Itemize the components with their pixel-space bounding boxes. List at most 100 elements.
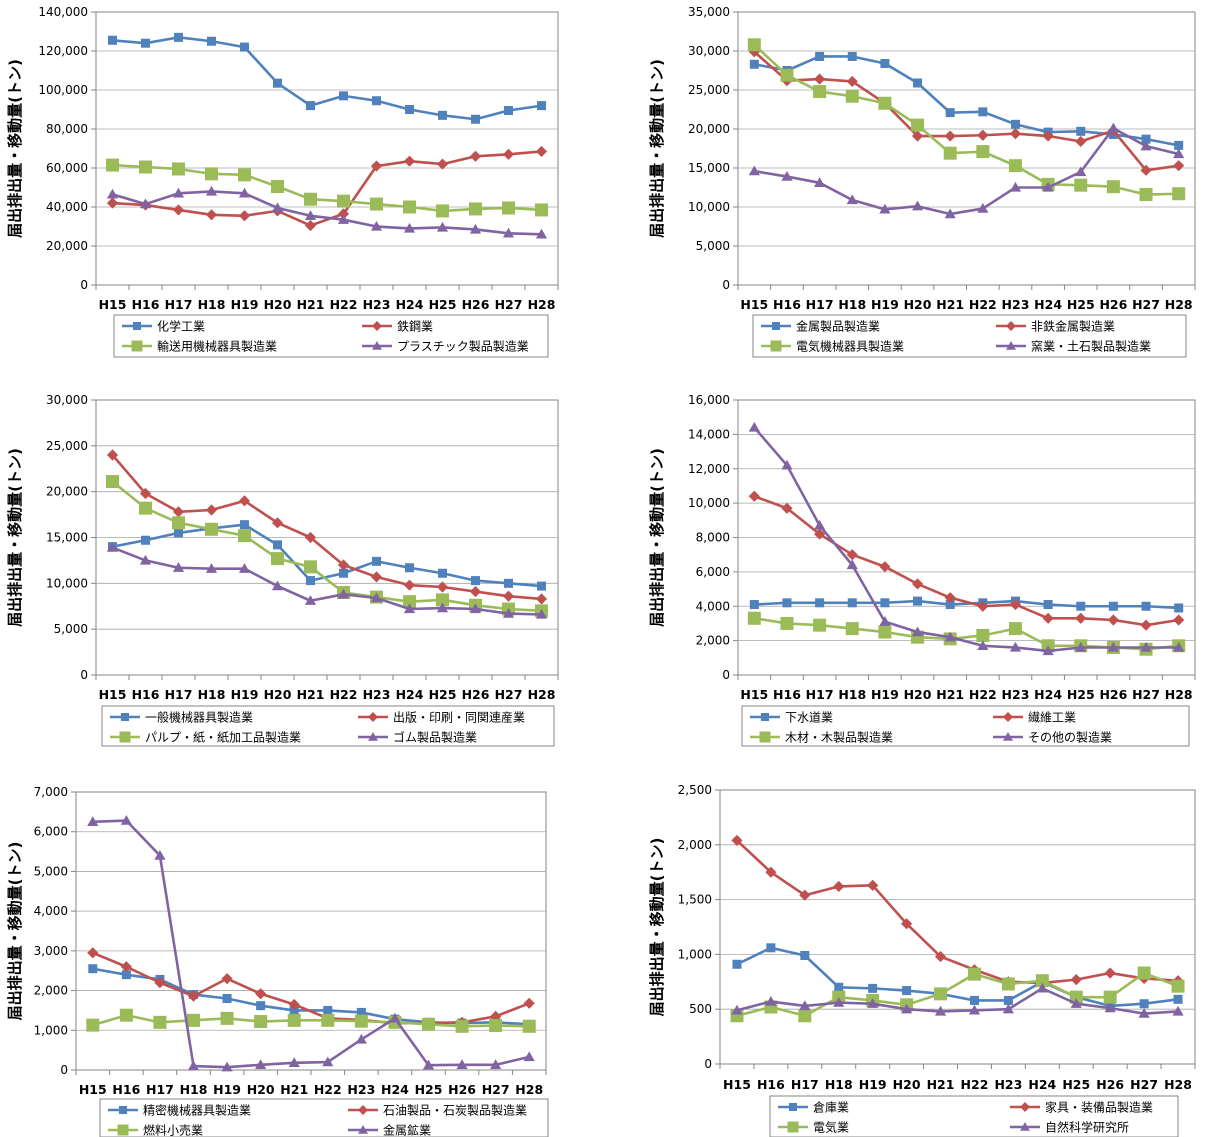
data-point bbox=[469, 223, 482, 234]
data-point bbox=[901, 918, 913, 930]
data-point bbox=[879, 203, 891, 214]
data-point bbox=[977, 600, 989, 612]
data-point bbox=[1074, 178, 1088, 192]
x-tick-label: H28 bbox=[1165, 687, 1193, 702]
series-line bbox=[736, 839, 1179, 985]
data-point bbox=[436, 204, 449, 218]
data-point bbox=[845, 622, 859, 636]
legend-label: 金属鉱業 bbox=[383, 1123, 431, 1137]
data-point bbox=[1010, 119, 1020, 129]
data-point bbox=[731, 834, 743, 846]
data-point bbox=[88, 964, 98, 974]
chart-1: 0 20,000 40,000 60,000 80,000 100,000 120,000 1… bbox=[6, 5, 559, 358]
data-point bbox=[490, 1059, 502, 1070]
data-point bbox=[153, 1015, 167, 1029]
data-point bbox=[944, 592, 956, 604]
legend-marker bbox=[358, 1105, 368, 1115]
data-point bbox=[1042, 645, 1054, 656]
x-tick-label: H19 bbox=[213, 1082, 241, 1097]
data-point bbox=[436, 158, 449, 170]
data-point bbox=[438, 110, 447, 120]
data-point bbox=[1173, 148, 1185, 159]
data-point bbox=[765, 995, 777, 1006]
data-point bbox=[1173, 641, 1185, 652]
y-tick-label: 1,000 bbox=[678, 947, 712, 961]
data-point bbox=[833, 997, 845, 1007]
legend-item: 窯業・土石製品製造業 bbox=[996, 339, 1151, 354]
data-point bbox=[254, 1015, 268, 1029]
series-1 bbox=[108, 32, 546, 124]
data-point bbox=[120, 961, 132, 973]
legend-item: 下水道業 bbox=[750, 711, 833, 725]
data-point bbox=[174, 32, 183, 42]
plot-area bbox=[75, 791, 547, 1071]
data-point bbox=[1174, 603, 1184, 613]
chart-6: 0 500 1,000 1,500 2,000 2,500 H15 H16 H17 H18 H19 H… bbox=[648, 783, 1196, 1137]
data-point bbox=[139, 554, 152, 565]
legend-marker bbox=[358, 1125, 368, 1134]
data-point bbox=[732, 959, 742, 969]
data-point bbox=[535, 228, 548, 239]
data-point bbox=[207, 36, 216, 46]
y-tick-label: 500 bbox=[689, 1002, 712, 1016]
x-tick-label: H18 bbox=[838, 297, 866, 312]
data-point bbox=[813, 618, 827, 632]
data-point bbox=[287, 1013, 301, 1027]
x-tick-label: H28 bbox=[1165, 297, 1193, 312]
series-line bbox=[753, 495, 1179, 627]
data-point bbox=[749, 59, 759, 69]
legend-marker bbox=[1006, 341, 1016, 350]
data-point bbox=[782, 598, 792, 608]
x-tick-label: H18 bbox=[825, 1077, 853, 1092]
legend-label: 繊維工業 bbox=[1028, 711, 1076, 725]
data-point bbox=[814, 177, 826, 188]
data-point bbox=[766, 943, 776, 953]
series-4 bbox=[748, 122, 1185, 219]
data-point bbox=[1140, 140, 1152, 151]
legend-item: 一般機械器具製造業 bbox=[110, 710, 253, 725]
data-point bbox=[1035, 974, 1049, 988]
data-point bbox=[288, 1057, 300, 1068]
data-point bbox=[944, 130, 956, 142]
data-point bbox=[1107, 641, 1119, 652]
data-point bbox=[356, 1007, 366, 1017]
legend-marker bbox=[1003, 712, 1013, 722]
data-point bbox=[1001, 977, 1015, 991]
data-point bbox=[337, 208, 350, 220]
y-tick-label: 100,000 bbox=[38, 83, 88, 97]
data-point bbox=[372, 556, 381, 566]
series-line bbox=[736, 987, 1179, 1015]
data-point bbox=[306, 576, 315, 586]
x-tick-label: H18 bbox=[180, 1082, 208, 1097]
data-point bbox=[1172, 1005, 1184, 1016]
data-point bbox=[1140, 164, 1152, 176]
x-tick-label: H18 bbox=[198, 687, 226, 702]
data-point bbox=[1140, 641, 1152, 652]
data-point bbox=[1141, 134, 1151, 144]
x-tick-label: H21 bbox=[297, 687, 325, 702]
x-tick-label: H27 bbox=[482, 1082, 510, 1097]
legend-item: 精密機械器具製造業 bbox=[108, 1103, 251, 1118]
data-point bbox=[422, 1017, 435, 1031]
data-point bbox=[781, 459, 793, 470]
data-point bbox=[139, 501, 152, 515]
data-point bbox=[87, 947, 99, 959]
data-point bbox=[304, 560, 317, 574]
data-point bbox=[322, 1056, 334, 1067]
data-point bbox=[1173, 994, 1183, 1004]
x-tick-label: H25 bbox=[429, 687, 457, 702]
data-point bbox=[304, 219, 317, 232]
data-point bbox=[1138, 1008, 1150, 1018]
legend-marker bbox=[1020, 1102, 1030, 1112]
y-tick-label: 14,000 bbox=[688, 427, 730, 441]
data-point bbox=[304, 595, 317, 605]
x-tick-label: H22 bbox=[961, 1077, 989, 1092]
x-tick-label: H15 bbox=[99, 687, 127, 702]
data-point bbox=[289, 1005, 299, 1015]
data-point bbox=[537, 101, 546, 111]
x-tick-label: H19 bbox=[859, 1077, 887, 1092]
legend-label: 家具・装備品製造業 bbox=[1045, 1100, 1153, 1115]
data-point bbox=[1137, 966, 1151, 980]
x-tick-label: H16 bbox=[132, 297, 160, 312]
legend-label: 倉庫業 bbox=[813, 1100, 849, 1115]
